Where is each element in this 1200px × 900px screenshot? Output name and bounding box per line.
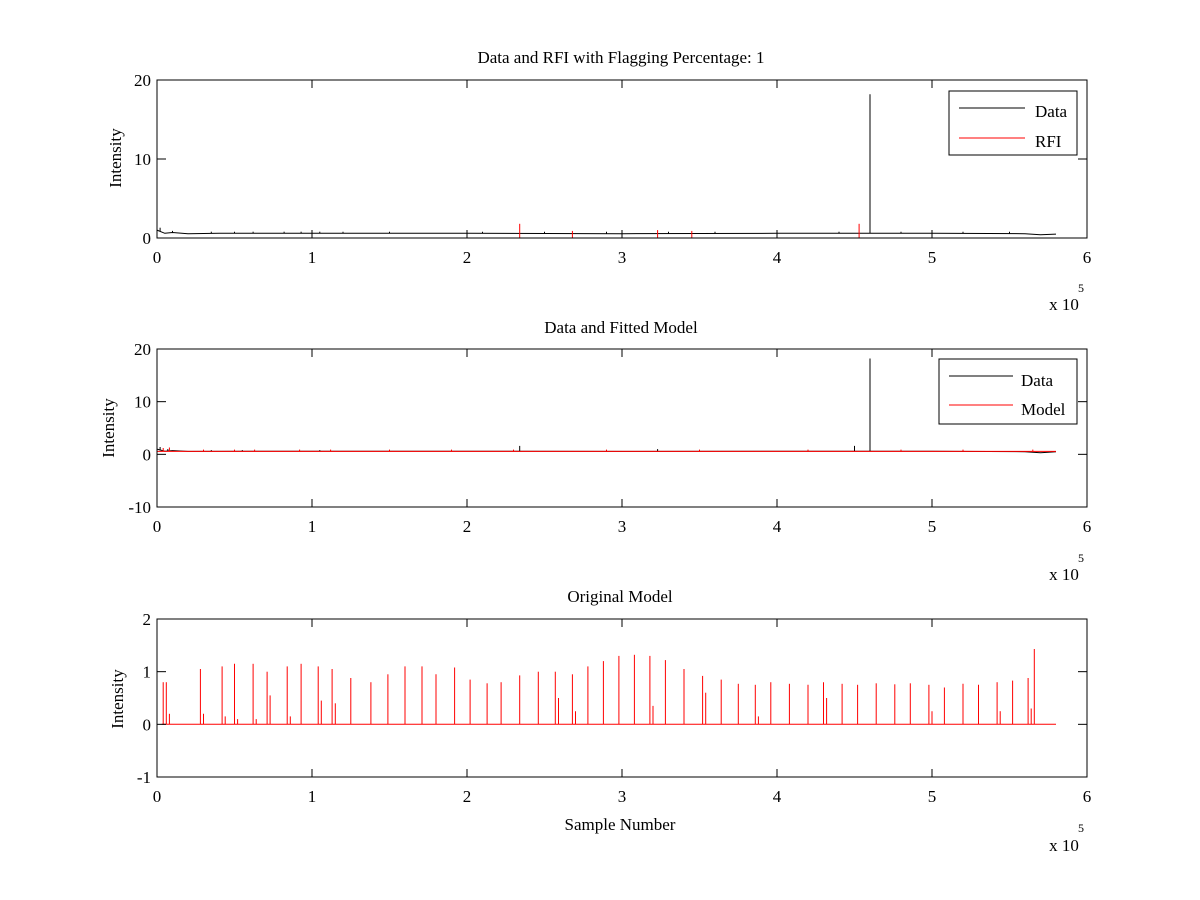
subplot-1-legend-label-data: Data: [1035, 102, 1068, 121]
subplot-3-title: Original Model: [567, 587, 673, 606]
subplot-2-ytick-label-0: -10: [128, 498, 151, 517]
subplot-1-xtick-label-5: 5: [928, 248, 937, 267]
subplot-3-ytick-label-3: 2: [143, 610, 152, 629]
subplot-2-exponent-base: x 10: [1049, 565, 1079, 584]
subplot-1-exponent-base: x 10: [1049, 295, 1079, 314]
subplot-3-xtick-label-0: 0: [153, 787, 162, 806]
subplot-2-ytick-label-1: 0: [143, 445, 152, 464]
subplot-2-data: [156, 358, 1057, 454]
subplot-1-ytick-label-0: 0: [143, 229, 152, 248]
subplot-3-ytick-label-0: -1: [137, 768, 151, 787]
subplot-1-exponent-power: 5: [1078, 281, 1084, 295]
subplot-3-ytick-label-1: 0: [143, 715, 152, 734]
subplot-1-xtick-label-0: 0: [153, 248, 162, 267]
subplot-2-xtick-label-4: 4: [773, 517, 782, 536]
subplot-3-exponent-base: x 10: [1049, 836, 1079, 855]
subplot-2-xtick-label-2: 2: [463, 517, 472, 536]
subplot-1-xtick-label-2: 2: [463, 248, 472, 267]
subplot-2-ytick-label-2: 10: [134, 393, 151, 412]
subplot-1-xtick-label-1: 1: [308, 248, 317, 267]
subplot-1-ylabel: Intensity: [106, 128, 125, 188]
subplot-2-legend-label-model: Model: [1021, 400, 1066, 419]
subplot-2-xtick-label-5: 5: [928, 517, 937, 536]
subplot-2-xtick-label-6: 6: [1083, 517, 1092, 536]
subplot-3-ylabel: Intensity: [108, 669, 127, 729]
subplot-1-legend-box: [948, 90, 1078, 156]
subplot-2-title: Data and Fitted Model: [544, 318, 698, 337]
subplot-3-xtick-label-4: 4: [773, 787, 782, 806]
subplot-2: Data and Fitted Model Intensity 0 1 2 3 4 5 6 -…: [99, 318, 1091, 584]
subplot-2-xtick-label-0: 0: [153, 517, 162, 536]
subplot-2-ylabel: Intensity: [99, 398, 118, 458]
subplot-1-title: Data and RFI with Flagging Percentage: 1: [477, 48, 764, 67]
subplot-2-xtick-label-1: 1: [308, 517, 317, 536]
subplot-1-xtick-label-4: 4: [773, 248, 782, 267]
subplot-2-legend: Data Model: [938, 358, 1078, 425]
subplot-1: Data and RFI with Flagging Percentage: 1…: [106, 48, 1091, 314]
subplot-3-xtick-label-5: 5: [928, 787, 937, 806]
subplot-3-xtick-label-2: 2: [463, 787, 472, 806]
subplot-1-ticks: 0 1 2 3 4 5 6 0 10 20: [134, 71, 1091, 267]
subplot-2-exponent-power: 5: [1078, 551, 1084, 565]
subplot-2-legend-label-data: Data: [1021, 371, 1054, 390]
subplot-1-legend: Data RFI: [948, 90, 1078, 156]
subplot-1-ytick-label-1: 10: [134, 150, 151, 169]
subplot-1-xtick-label-6: 6: [1083, 248, 1092, 267]
subplot-3-xtick-label-6: 6: [1083, 787, 1092, 806]
subplot-3-exponent-power: 5: [1078, 821, 1084, 835]
subplot-1-xtick-label-3: 3: [618, 248, 627, 267]
subplot-3-data: [161, 649, 1056, 725]
subplot-3-xtick-label-3: 3: [618, 787, 627, 806]
subplot-3-xtick-label-1: 1: [308, 787, 317, 806]
subplot-3-xlabel: Sample Number: [565, 815, 676, 834]
subplot-2-legend-box: [938, 358, 1078, 425]
subplot-2-ytick-label-3: 20: [134, 340, 151, 359]
subplot-1-ytick-label-2: 20: [134, 71, 151, 90]
subplot-1-legend-label-rfi: RFI: [1035, 132, 1062, 151]
subplot-3-ytick-label-2: 1: [143, 663, 152, 682]
subplot-2-xtick-label-3: 3: [618, 517, 627, 536]
